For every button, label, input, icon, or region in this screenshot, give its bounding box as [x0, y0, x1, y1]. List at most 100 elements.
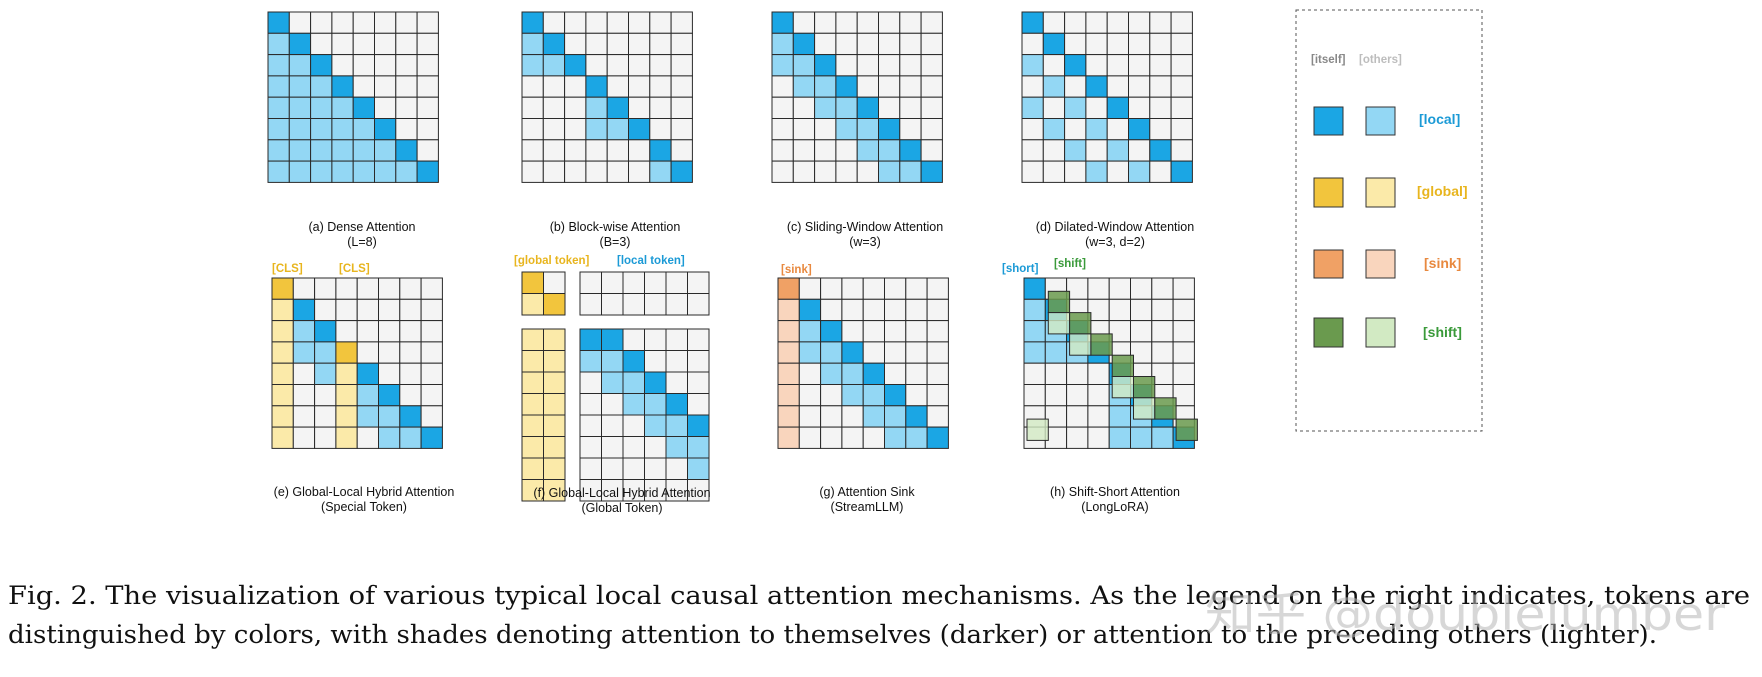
grid-a-cell-4-7 — [416, 96, 439, 119]
grid-g-cell-5-2 — [820, 384, 843, 407]
grid-f-empty-top-cell-1-3 — [644, 293, 667, 316]
grid-e-cell-6-6 — [399, 405, 422, 428]
grid-g-cell-3-7 — [926, 341, 949, 364]
legend-local-others-swatch — [1365, 106, 1396, 136]
grid-d-cell-6-0 — [1021, 139, 1044, 162]
grid-c-cell-7-5 — [878, 160, 901, 183]
grid-b-cell-1-5 — [628, 32, 651, 56]
grid-g-cell-6-0 — [777, 405, 800, 428]
grid-a-cell-2-3 — [331, 54, 354, 77]
grid-e-cell-0-1 — [292, 277, 316, 300]
grid-b-cell-0-3 — [585, 11, 608, 34]
panel-g-title: (g) Attention Sink — [819, 485, 915, 499]
grid-b-cell-5-2 — [564, 118, 587, 141]
grid-g-cell-7-2 — [820, 426, 843, 449]
grid-f-local-cell-4-3 — [644, 414, 667, 437]
grid-g-cell-5-0 — [777, 384, 800, 407]
grid-a-cell-1-1 — [288, 32, 312, 56]
grid-a-cell-2-6 — [395, 54, 418, 77]
grid-g-cell-5-3 — [841, 384, 864, 407]
caption-line-1: Fig. 2. The visualization of various typ… — [8, 581, 1750, 610]
grid-g-cell-0-7 — [926, 277, 949, 300]
grid-g-cell-4-6 — [905, 362, 928, 386]
grid-f-local-cell-3-3 — [644, 393, 667, 416]
grid-c-cell-3-6 — [899, 75, 922, 98]
grid-h-cell-2-7 — [1172, 320, 1195, 343]
grid-g-cell-5-7 — [926, 384, 949, 407]
legend-global-itself-swatch — [1313, 177, 1344, 208]
grid-c-cell-7-2 — [814, 160, 837, 183]
grid-a-cell-0-1 — [288, 11, 312, 34]
legend-header-itself: [itself] — [1311, 54, 1346, 66]
legend-shift-itself-swatch — [1313, 317, 1344, 348]
panel-c-param: (w=3) — [849, 235, 881, 249]
grid-h-cell-2-0 — [1023, 320, 1046, 343]
grid-g-cell-7-5 — [884, 426, 907, 449]
tag-sink: [sink] — [781, 264, 812, 276]
grid-f-local-cell-2-3 — [644, 371, 667, 394]
grid-f-local-cell-4-5 — [687, 414, 710, 437]
grid-f-local-cell-1-3 — [644, 350, 667, 373]
grid-a-cell-6-3 — [331, 139, 354, 162]
grid-d-cell-3-0 — [1021, 75, 1044, 98]
grid-a-cell-5-4 — [352, 118, 376, 141]
grid-f-global-bottom-cell-4-0 — [521, 414, 544, 437]
legend: [itself] [others] [local] [global] [sink… — [1295, 9, 1483, 432]
grid-e-cell-5-6 — [399, 384, 422, 407]
grid-f-empty-top-cell-0-0 — [579, 271, 602, 294]
grid-g-cell-0-5 — [884, 277, 907, 300]
grid-e-cell-3-2 — [314, 341, 337, 364]
grid-h-shift-cell-1 — [1047, 312, 1071, 335]
grid-b-cell-4-1 — [542, 96, 566, 119]
grid-h-cell-3-1 — [1044, 341, 1068, 364]
grid-d-cell-6-1 — [1042, 139, 1066, 162]
grid-c-cell-5-0 — [771, 118, 794, 141]
grid-f-local-cell-6-5 — [687, 457, 710, 480]
grid-e-cell-0-4 — [356, 277, 380, 300]
grid-g-cell-1-6 — [905, 298, 928, 322]
grid-h-cell-6-3 — [1087, 405, 1110, 428]
grid-c-cell-1-5 — [878, 32, 901, 56]
grid-a-cell-6-0 — [267, 139, 290, 162]
grid-h-cell-0-7 — [1172, 277, 1195, 300]
grid-d-cell-5-0 — [1021, 118, 1044, 141]
grid-a-cell-7-1 — [288, 160, 312, 183]
grid-c-cell-1-4 — [856, 32, 880, 56]
grid-d-cell-0-2 — [1064, 11, 1087, 34]
panel-a-param: (L=8) — [347, 235, 377, 249]
grid-c-cell-0-1 — [792, 11, 816, 34]
legend-shift-label: [shift] — [1423, 324, 1462, 340]
grid-h-cell-0-4 — [1108, 277, 1131, 300]
grid-b-cell-3-6 — [649, 75, 672, 98]
grid-f-local-cell-6-0 — [579, 457, 602, 480]
grid-c-cell-7-7 — [920, 160, 943, 183]
grid-b-cell-5-3 — [585, 118, 608, 141]
grid-h-cell-1-0 — [1023, 298, 1046, 322]
grid-h-cell-7-2 — [1066, 426, 1089, 449]
grid-e-cell-4-3 — [335, 362, 358, 386]
grid-a-cell-4-6 — [395, 96, 418, 119]
grid-h-cell-2-5 — [1130, 320, 1153, 343]
grid-g-cell-1-0 — [777, 298, 800, 322]
grid-a-cell-7-0 — [267, 160, 290, 183]
grid-b-cell-3-4 — [606, 75, 630, 98]
grid-d-cell-4-3 — [1085, 96, 1108, 119]
grid-a-cell-3-1 — [288, 75, 312, 98]
grid-g-cell-3-3 — [841, 341, 864, 364]
grid-b-cell-6-3 — [585, 139, 608, 162]
caption-line-2: distinguished by colors, with shades den… — [8, 620, 1657, 649]
grid-f-global-top-cell-0-1 — [543, 271, 566, 294]
grid-b-cell-2-7 — [670, 54, 693, 77]
grid-h-cell-2-6 — [1151, 320, 1174, 343]
legend-global-others-swatch — [1365, 177, 1396, 208]
grid-f-empty-top-cell-1-0 — [579, 293, 602, 316]
grid-f-local-cell-7-5 — [687, 479, 710, 502]
grid-a-cell-7-7 — [416, 160, 439, 183]
grid-b-cell-4-4 — [606, 96, 630, 119]
grid-a-cell-0-4 — [352, 11, 376, 34]
grid-f-global-bottom-cell-1-0 — [521, 350, 544, 373]
grid-b-cell-2-1 — [542, 54, 566, 77]
grid-b-cell-3-7 — [670, 75, 693, 98]
grid-b-cell-3-3 — [585, 75, 608, 98]
grid-d-cell-3-5 — [1128, 75, 1151, 98]
